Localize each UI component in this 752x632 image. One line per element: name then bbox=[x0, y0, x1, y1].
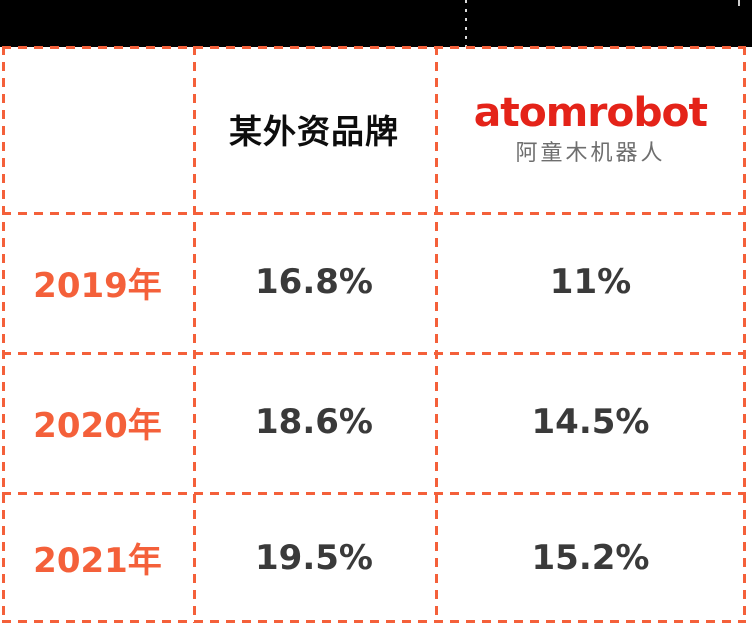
table-cell-atom: 15.2% bbox=[435, 492, 746, 623]
row-year-label: 2020年 bbox=[33, 405, 162, 446]
band-edge-tick-icon bbox=[738, 0, 740, 6]
cell-value-foreign: 18.6% bbox=[255, 402, 373, 442]
table-row: 2019年 bbox=[2, 212, 193, 352]
atomrobot-subtitle: 阿童木机器人 bbox=[515, 141, 666, 166]
atomrobot-logo: atomrobot 阿童木机器人 bbox=[473, 90, 708, 166]
table-cell-atom: 11% bbox=[435, 212, 746, 352]
top-black-band bbox=[0, 0, 752, 47]
header-cell-atomrobot: atomrobot 阿童木机器人 bbox=[435, 46, 746, 212]
table-row: 2020年 bbox=[2, 352, 193, 492]
cell-value-foreign: 19.5% bbox=[255, 537, 373, 578]
row-divider-3 bbox=[2, 492, 746, 495]
table-grid: 某外资品牌 atomrobot 阿童木机器人 2019年 16.8% 11% 2… bbox=[2, 46, 746, 623]
cell-value-atom: 15.2% bbox=[531, 537, 650, 578]
cell-value-atom: 14.5% bbox=[531, 402, 650, 442]
row-divider-1 bbox=[2, 212, 746, 215]
row-year-label: 2019年 bbox=[33, 265, 162, 306]
table-border-left bbox=[2, 46, 5, 623]
table-cell-foreign: 16.8% bbox=[193, 212, 435, 352]
atomrobot-wordmark: atomrobot bbox=[473, 90, 708, 136]
table-cell-atom: 14.5% bbox=[435, 352, 746, 492]
table-row: 2021年 bbox=[2, 492, 193, 623]
comparison-table: 某外资品牌 atomrobot 阿童木机器人 2019年 16.8% 11% 2… bbox=[2, 46, 746, 623]
table-border-bottom bbox=[2, 620, 746, 623]
band-column-tick-icon bbox=[465, 0, 467, 47]
table-border-right bbox=[743, 46, 746, 623]
column-divider-2 bbox=[435, 46, 438, 623]
column-divider-1 bbox=[193, 46, 196, 623]
header-foreign-brand-label: 某外资品牌 bbox=[229, 112, 399, 151]
header-cell-foreign-brand: 某外资品牌 bbox=[193, 46, 435, 212]
table-border-top bbox=[2, 46, 746, 49]
row-year-label: 2021年 bbox=[33, 541, 162, 581]
header-cell-corner bbox=[2, 46, 193, 212]
table-cell-foreign: 18.6% bbox=[193, 352, 435, 492]
table-cell-foreign: 19.5% bbox=[193, 492, 435, 623]
cell-value-foreign: 16.8% bbox=[255, 262, 373, 302]
cell-value-atom: 11% bbox=[549, 262, 632, 302]
row-divider-2 bbox=[2, 352, 746, 355]
